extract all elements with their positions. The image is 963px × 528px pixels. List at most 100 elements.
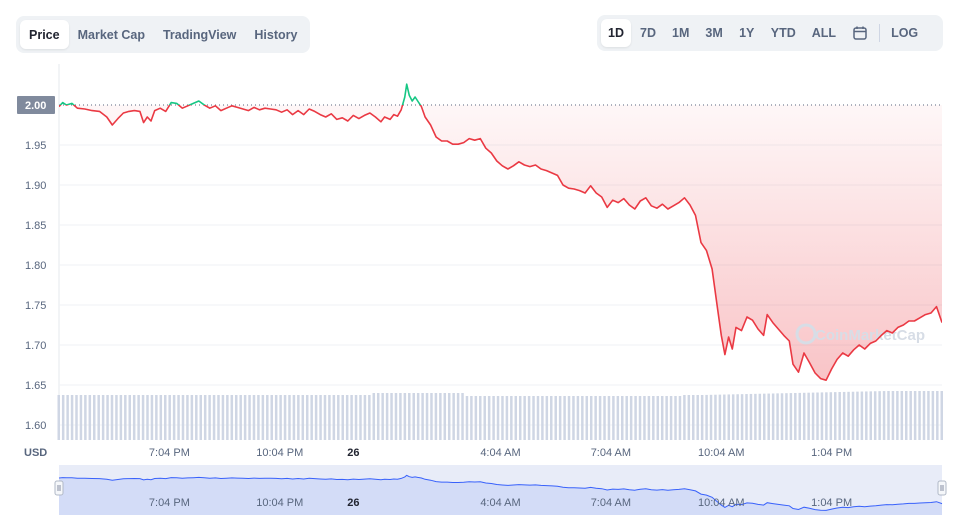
volume-bar bbox=[270, 395, 273, 440]
volume-bar bbox=[101, 395, 105, 440]
volume-bar bbox=[403, 393, 407, 440]
volume-bar bbox=[257, 395, 260, 440]
volume-bar bbox=[190, 395, 194, 440]
volume-bar bbox=[279, 395, 282, 440]
volume-bar bbox=[132, 395, 136, 440]
volume-bar bbox=[847, 391, 850, 440]
volume-bar bbox=[922, 391, 926, 440]
volume-bar bbox=[900, 391, 904, 440]
tab-market-cap[interactable]: Market Cap bbox=[77, 27, 145, 42]
volume-bar bbox=[869, 391, 873, 440]
range-1d[interactable]: 1D bbox=[601, 19, 631, 47]
volume-bar bbox=[159, 395, 163, 440]
volume-bar bbox=[842, 391, 846, 440]
volume-bar bbox=[687, 395, 691, 440]
volume-bar bbox=[527, 396, 531, 440]
volume-bar bbox=[212, 395, 216, 440]
volume-bar bbox=[203, 395, 207, 440]
volume-bar bbox=[536, 396, 540, 440]
volume-bar bbox=[314, 395, 318, 440]
volume-bar bbox=[412, 393, 415, 440]
volume-bar bbox=[785, 393, 788, 440]
navigator-x-tick-label: 10:04 AM bbox=[698, 497, 744, 509]
volume-bar bbox=[177, 395, 180, 440]
volume-bar bbox=[319, 395, 322, 440]
volume-bar bbox=[288, 395, 291, 440]
navigator-handle-left[interactable] bbox=[54, 480, 64, 496]
volume-bar bbox=[550, 396, 553, 440]
volume-bar bbox=[359, 395, 362, 440]
volume-bar bbox=[186, 395, 189, 440]
volume-bar bbox=[128, 395, 131, 440]
range-7d[interactable]: 7D bbox=[640, 26, 656, 40]
watermark-text: CoinMarketCap bbox=[815, 327, 925, 344]
volume-bar bbox=[612, 396, 615, 440]
volume-bar bbox=[669, 396, 673, 440]
volume-bar bbox=[452, 393, 455, 440]
tab-price[interactable]: Price bbox=[20, 20, 69, 49]
y-tick-label: 1.70 bbox=[25, 340, 46, 352]
volume-bar bbox=[598, 396, 602, 440]
volume-bar bbox=[572, 396, 575, 440]
volume-bar bbox=[492, 396, 495, 440]
volume-bar bbox=[456, 393, 460, 440]
volume-bar bbox=[696, 395, 699, 440]
volume-bar bbox=[909, 391, 912, 440]
tab-tradingview[interactable]: TradingView bbox=[162, 27, 237, 42]
volume-bar bbox=[443, 393, 447, 440]
volume-bar bbox=[825, 392, 828, 440]
volume-bar bbox=[798, 392, 802, 440]
volume-bar bbox=[354, 395, 358, 440]
volume-bar bbox=[616, 396, 620, 440]
volume-bar bbox=[860, 391, 864, 440]
volume-bar bbox=[119, 395, 123, 440]
range-3m[interactable]: 3M bbox=[705, 26, 723, 40]
range-ytd[interactable]: YTD bbox=[770, 26, 796, 40]
volume-bar bbox=[683, 395, 686, 440]
volume-bar bbox=[629, 396, 633, 440]
volume-bar bbox=[603, 396, 606, 440]
tab-history[interactable]: History bbox=[254, 27, 298, 42]
volume-bar bbox=[589, 396, 593, 440]
y-tick-label: 1.90 bbox=[25, 180, 46, 192]
navigator-x-tick-label: 7:04 AM bbox=[591, 497, 631, 509]
reference-label-box bbox=[17, 96, 55, 114]
volume-bar bbox=[141, 395, 145, 440]
navigator-handle-right[interactable] bbox=[937, 480, 947, 496]
currency-label: USD bbox=[24, 447, 47, 459]
volume-bar bbox=[137, 395, 140, 440]
y-tick-label: 1.60 bbox=[25, 420, 46, 432]
log-scale-toggle[interactable]: LOG bbox=[891, 26, 919, 40]
volume-bar bbox=[811, 392, 815, 440]
volume-bar bbox=[936, 391, 939, 440]
range-1m[interactable]: 1M bbox=[672, 26, 690, 40]
volume-bar bbox=[705, 394, 708, 440]
volume-bar bbox=[625, 396, 628, 440]
volume-bar bbox=[297, 395, 300, 440]
volume-bar bbox=[447, 393, 451, 440]
volume-bar bbox=[195, 395, 198, 440]
volume-bar bbox=[328, 395, 331, 440]
volume-bar bbox=[829, 392, 833, 440]
volume-bar bbox=[323, 395, 327, 440]
volume-bar bbox=[776, 393, 779, 440]
volume-bar bbox=[368, 395, 371, 440]
y-tick-label: 1.85 bbox=[25, 220, 46, 232]
volume-bar bbox=[75, 395, 78, 440]
x-tick-label: 1:04 PM bbox=[811, 447, 852, 459]
volume-bar bbox=[79, 395, 83, 440]
volume-bar bbox=[749, 393, 753, 440]
volume-bar bbox=[474, 396, 478, 440]
volume-bar bbox=[554, 396, 557, 440]
calendar-icon[interactable] bbox=[845, 19, 875, 47]
volume-bar bbox=[510, 396, 513, 440]
range-all[interactable]: ALL bbox=[811, 26, 837, 40]
volume-bar bbox=[381, 393, 384, 440]
navigator-x-tick-label: 4:04 AM bbox=[480, 497, 520, 509]
range-selector: 1D 7D 1M 3M 1Y YTD ALL LOG bbox=[597, 15, 943, 51]
volume-bar bbox=[337, 395, 340, 440]
volume-bar bbox=[931, 391, 935, 440]
volume-bar bbox=[390, 393, 393, 440]
watermark-logo-icon bbox=[795, 323, 817, 345]
range-1y[interactable]: 1Y bbox=[739, 26, 755, 40]
